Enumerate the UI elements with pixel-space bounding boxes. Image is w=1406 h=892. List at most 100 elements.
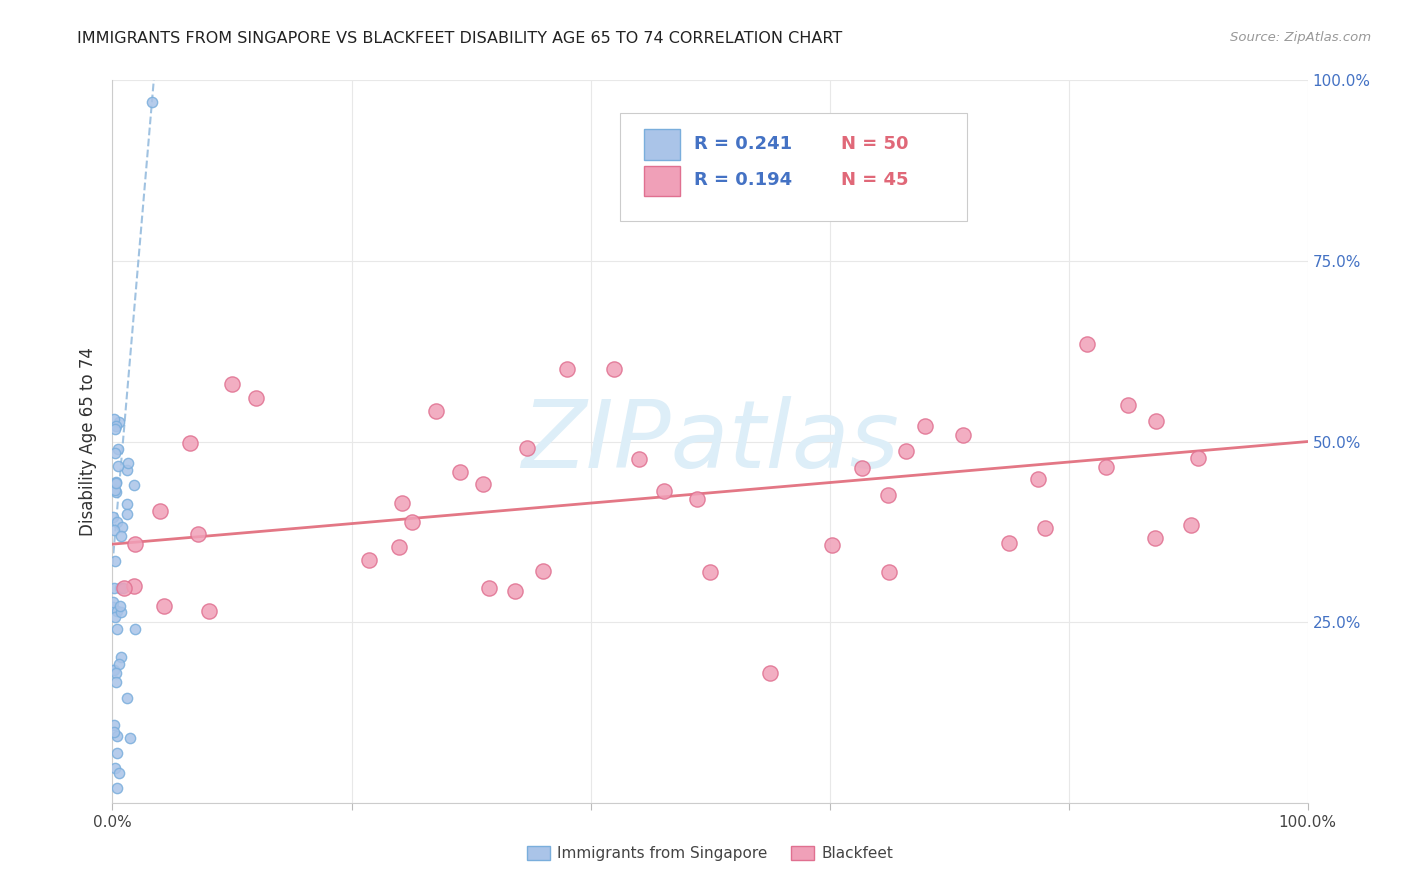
Point — [108, 599, 131, 614]
Point — [103, 725, 125, 739]
Point — [221, 376, 243, 391]
Point — [105, 666, 128, 681]
Point — [628, 451, 651, 466]
Point — [894, 444, 917, 458]
Point — [105, 484, 128, 499]
Point — [245, 391, 267, 405]
Point — [107, 459, 129, 474]
Point — [359, 553, 381, 567]
Y-axis label: Disability Age 65 to 74: Disability Age 65 to 74 — [79, 347, 97, 536]
Point — [115, 497, 138, 511]
Point — [110, 649, 132, 664]
Point — [104, 446, 127, 460]
Point — [914, 419, 936, 434]
Text: N = 50: N = 50 — [842, 135, 910, 153]
Point — [149, 503, 172, 517]
Point — [516, 441, 538, 455]
Point — [115, 691, 138, 706]
Point — [107, 442, 129, 456]
Point — [759, 665, 782, 680]
Point — [115, 463, 138, 477]
Point — [851, 461, 873, 475]
Point — [1180, 517, 1202, 532]
Point — [821, 538, 844, 552]
Point — [179, 436, 201, 450]
Point — [531, 564, 554, 578]
Point — [103, 412, 125, 426]
Point — [101, 509, 124, 524]
Point — [1033, 521, 1056, 535]
Point — [103, 718, 125, 732]
Point — [108, 416, 131, 430]
Point — [1144, 414, 1167, 428]
Point — [124, 623, 146, 637]
Point — [105, 604, 128, 618]
Point — [877, 488, 900, 502]
Point — [124, 537, 146, 551]
Point — [105, 419, 128, 434]
Bar — [644, 166, 681, 196]
Point — [998, 535, 1021, 549]
Point — [105, 675, 128, 690]
Point — [198, 604, 221, 618]
Point — [503, 584, 526, 599]
Point — [449, 465, 471, 479]
Point — [1118, 398, 1140, 412]
Text: IMMIGRANTS FROM SINGAPORE VS BLACKFEET DISABILITY AGE 65 TO 74 CORRELATION CHART: IMMIGRANTS FROM SINGAPORE VS BLACKFEET D… — [77, 31, 842, 46]
Legend: Immigrants from Singapore, Blackfeet: Immigrants from Singapore, Blackfeet — [520, 840, 900, 867]
Point — [105, 729, 128, 743]
Point — [104, 476, 127, 491]
Point — [108, 657, 131, 672]
Point — [122, 478, 145, 492]
Point — [103, 595, 125, 609]
Point — [152, 599, 174, 613]
Point — [105, 515, 128, 529]
Point — [603, 362, 626, 376]
FancyBboxPatch shape — [620, 112, 967, 221]
Point — [114, 581, 136, 595]
Point — [120, 731, 142, 746]
Point — [111, 520, 134, 534]
Point — [112, 582, 135, 596]
Point — [685, 492, 707, 507]
Point — [105, 623, 128, 637]
Point — [1076, 336, 1098, 351]
Point — [104, 483, 127, 498]
Point — [110, 605, 132, 619]
Point — [104, 609, 127, 624]
Point — [879, 565, 901, 579]
Point — [388, 540, 411, 554]
Text: Source: ZipAtlas.com: Source: ZipAtlas.com — [1230, 31, 1371, 45]
Point — [478, 581, 501, 595]
Text: N = 45: N = 45 — [842, 171, 910, 189]
Point — [952, 428, 974, 442]
Text: R = 0.241: R = 0.241 — [695, 135, 793, 153]
Point — [1095, 460, 1118, 475]
Point — [122, 579, 145, 593]
Point — [115, 507, 138, 521]
Text: ZIPatlas: ZIPatlas — [522, 396, 898, 487]
Point — [108, 581, 131, 595]
Point — [699, 565, 721, 579]
Point — [105, 780, 128, 795]
Point — [652, 483, 675, 498]
Point — [103, 554, 125, 568]
Text: R = 0.194: R = 0.194 — [695, 171, 793, 189]
Point — [105, 746, 128, 760]
Bar — [644, 129, 681, 160]
Point — [101, 600, 124, 615]
Point — [141, 95, 163, 109]
Point — [425, 404, 447, 418]
Point — [108, 765, 131, 780]
Point — [117, 457, 139, 471]
Point — [104, 476, 127, 491]
Point — [1187, 451, 1209, 466]
Point — [401, 516, 423, 530]
Point — [1144, 531, 1167, 545]
Point — [101, 663, 124, 677]
Point — [187, 527, 209, 541]
Point — [391, 495, 413, 509]
Point — [103, 663, 125, 677]
Point — [104, 422, 127, 436]
Point — [105, 475, 128, 489]
